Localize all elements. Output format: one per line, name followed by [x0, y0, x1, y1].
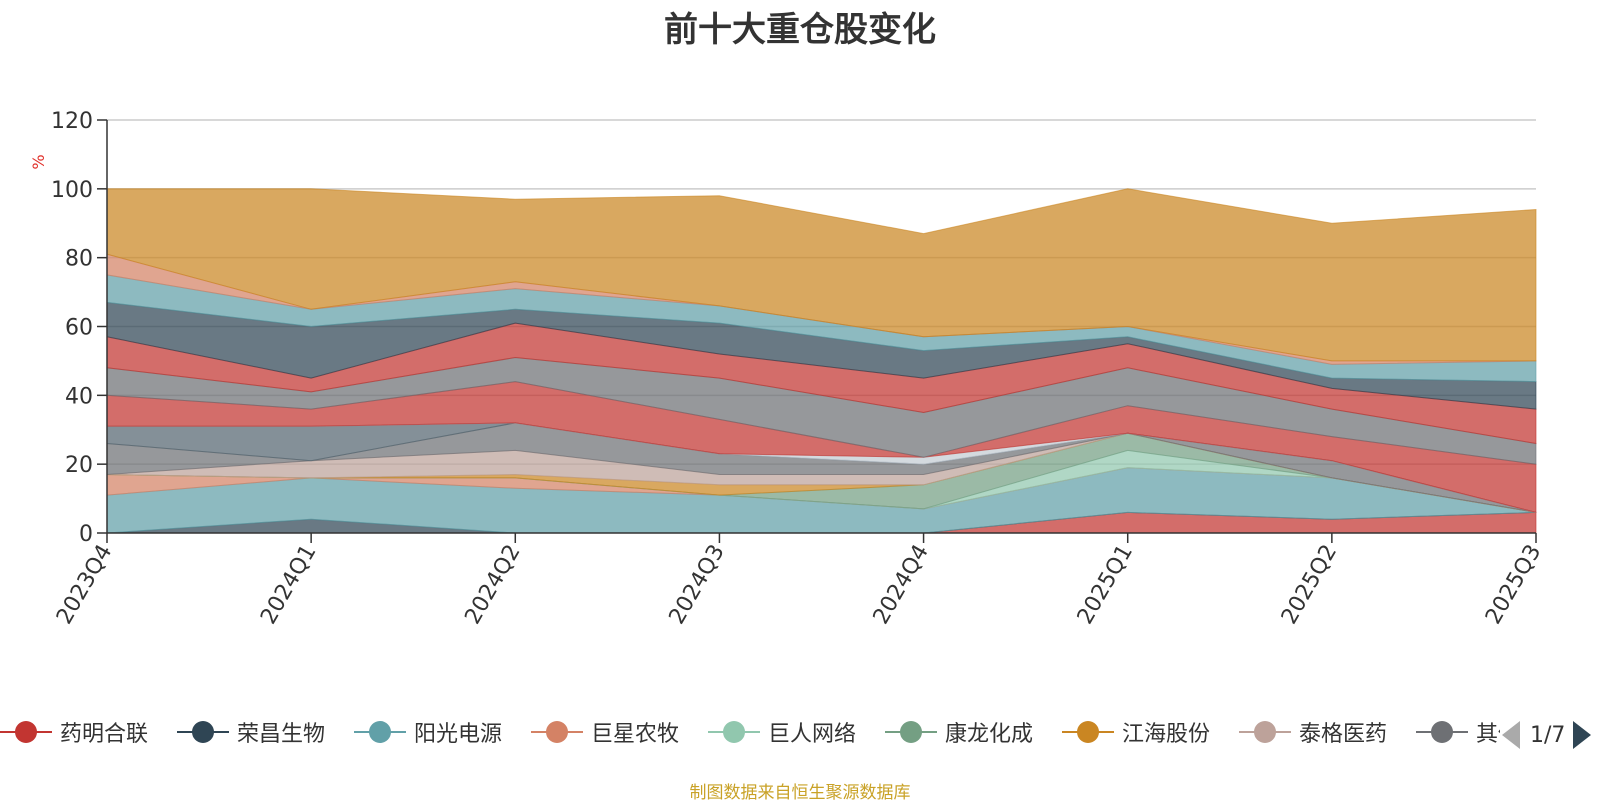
legend-item[interactable]: 荣昌生物: [177, 716, 325, 748]
legend-page-indicator: 1/7: [1530, 722, 1566, 748]
legend-label: 药明合联: [60, 722, 149, 747]
x-tick-label: 2023Q4: [52, 541, 117, 629]
legend-label: 巨人网络: [768, 722, 857, 747]
legend-label: 荣昌生物: [237, 722, 326, 747]
legend-marker-icon: [354, 721, 406, 743]
y-tick-label: 60: [65, 316, 93, 341]
y-tick-label: 20: [65, 453, 93, 478]
legend-marker-icon: [1239, 721, 1291, 743]
legend-item[interactable]: 其他1: [1416, 716, 1500, 748]
y-tick-label: 100: [51, 178, 93, 203]
legend-label: 康龙化成: [945, 722, 1034, 747]
y-tick-label: 0: [79, 522, 93, 547]
legend-label: 其他1: [1476, 722, 1500, 747]
legend-item[interactable]: 巨星农牧: [531, 716, 679, 748]
area-series-17[interactable]: [106, 188, 1537, 362]
area-series: [106, 188, 1537, 534]
legend-marker-icon: [708, 721, 760, 743]
x-tick-label: 2024Q2: [460, 541, 525, 629]
legend-item[interactable]: 江海股份: [1062, 716, 1210, 748]
x-tick-label: 2025Q1: [1073, 541, 1138, 629]
legend-item[interactable]: 巨人网络: [708, 716, 856, 748]
legend-next-page-icon[interactable]: [1573, 721, 1592, 749]
x-tick-label: 2024Q1: [256, 541, 321, 629]
legend-marker-icon: [531, 721, 583, 743]
legend-item[interactable]: 泰格医药: [1239, 716, 1387, 748]
legend-marker-icon: [1062, 721, 1114, 743]
legend-marker-icon: [177, 721, 229, 743]
y-tick-label: 120: [51, 109, 93, 134]
legend-marker-icon: [885, 721, 937, 743]
legend-label: 泰格医药: [1299, 722, 1388, 747]
legend-pager: 1/7: [1500, 718, 1600, 752]
x-tick-label: 2024Q3: [665, 541, 730, 629]
chart-title: 前十大重仓股变化: [664, 10, 936, 50]
y-tick-label: 80: [65, 247, 93, 272]
y-tick-label: 40: [65, 384, 93, 409]
legend-marker-icon: [1416, 721, 1468, 743]
legend: 药明合联 荣昌生物 阳光电源 巨星农牧 巨人网络 康龙化成 江海股份 泰格医药 其他1: [0, 716, 1500, 752]
legend-item[interactable]: 康龙化成: [885, 716, 1033, 748]
legend-marker-icon: [0, 721, 52, 743]
legend-item[interactable]: 阳光电源: [354, 716, 502, 748]
legend-label: 江海股份: [1122, 722, 1211, 747]
source-note: 制图数据来自恒生聚源数据库: [689, 783, 911, 803]
legend-item[interactable]: 药明合联: [0, 716, 148, 748]
x-tick-label: 2025Q2: [1277, 541, 1342, 629]
legend-label: 阳光电源: [414, 722, 503, 747]
x-tick-label: 2025Q3: [1481, 541, 1546, 629]
x-tick-label: 2024Q4: [869, 541, 934, 629]
legend-prev-page-icon[interactable]: [1502, 721, 1520, 749]
y-axis-unit-label: %: [29, 154, 48, 169]
legend-label: 巨星农牧: [591, 722, 680, 747]
